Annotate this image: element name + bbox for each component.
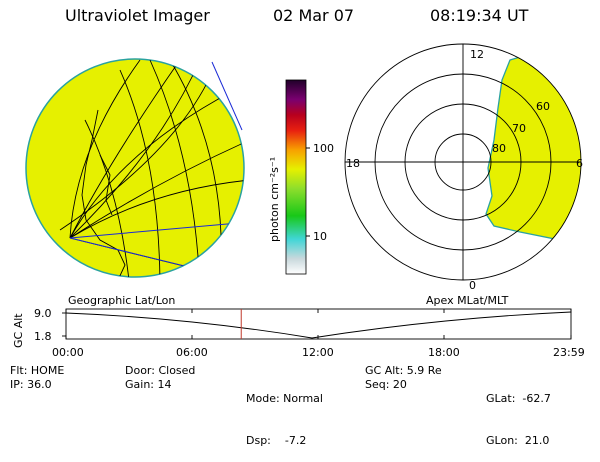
status-gain: Gain: 14 — [125, 378, 172, 391]
mlt-label-18: 18 — [346, 157, 360, 170]
instrument-title: Ultraviolet Imager — [65, 6, 210, 25]
status-mode: Mode: Normal — [246, 392, 323, 405]
right-map-caption: Apex MLat/MLT — [426, 294, 509, 307]
geographic-map — [25, 58, 245, 278]
status-glon: GLon: 21.0 — [486, 434, 550, 447]
timeline-y-bottom: 1.8 — [34, 330, 52, 343]
colorbar: 100 10 photon cm⁻²s⁻¹ — [268, 79, 334, 275]
mlt-label-12: 12 — [470, 48, 484, 61]
timeline-tick-0600: 06:00 — [176, 346, 208, 359]
timeline-frame — [65, 308, 572, 340]
date-label: 02 Mar 07 — [273, 6, 355, 25]
polar-plot: 12 18 6 0 60 70 80 — [344, 43, 583, 292]
status-gc-alt: GC Alt: 5.9 Re — [365, 364, 442, 377]
status-door: Door: Closed — [125, 364, 196, 377]
timeline-tick-1200: 12:00 — [302, 346, 334, 359]
status-seq: Seq: 20 — [365, 378, 407, 391]
blue-line-upper — [69, 221, 244, 239]
mlt-label-0: 0 — [469, 279, 476, 292]
earth-disk — [25, 58, 245, 278]
status-ip: IP: 36.0 — [10, 378, 52, 391]
lat-label-60: 60 — [536, 100, 550, 113]
colorbar-tick-10: 10 — [313, 230, 327, 243]
blue-line-top — [211, 61, 243, 131]
left-map-caption: Geographic Lat/Lon — [68, 294, 175, 307]
time-label: 08:19:34 UT — [430, 6, 529, 25]
main-figure: 100 10 photon cm⁻²s⁻¹ 12 18 6 0 60 70 80… — [12, 43, 585, 359]
timeline-axis-label: GC Alt — [12, 313, 25, 348]
altitude-curve — [65, 311, 572, 339]
mlt-label-6: 6 — [576, 157, 583, 170]
timeline-tick-1800: 18:00 — [428, 346, 460, 359]
colorbar-unit-label: photon cm⁻²s⁻¹ — [268, 157, 281, 242]
colorbar-tick-100: 100 — [313, 142, 334, 155]
status-dsp: Dsp: -7.2 — [246, 434, 307, 447]
timeline-y-top: 9.0 — [34, 307, 52, 320]
status-flt: Flt: HOME — [10, 364, 65, 377]
lat-label-80: 80 — [492, 142, 506, 155]
status-glat: GLat: -62.7 — [486, 392, 551, 405]
timeline-tick-2359: 23:59 — [553, 346, 585, 359]
timeline-tick-0000: 00:00 — [52, 346, 84, 359]
lat-label-70: 70 — [512, 122, 526, 135]
timeline-plot: 9.0 1.8 GC Alt 00:00 06:00 12:00 18:00 2… — [12, 307, 585, 359]
colorbar-gradient — [285, 79, 307, 275]
